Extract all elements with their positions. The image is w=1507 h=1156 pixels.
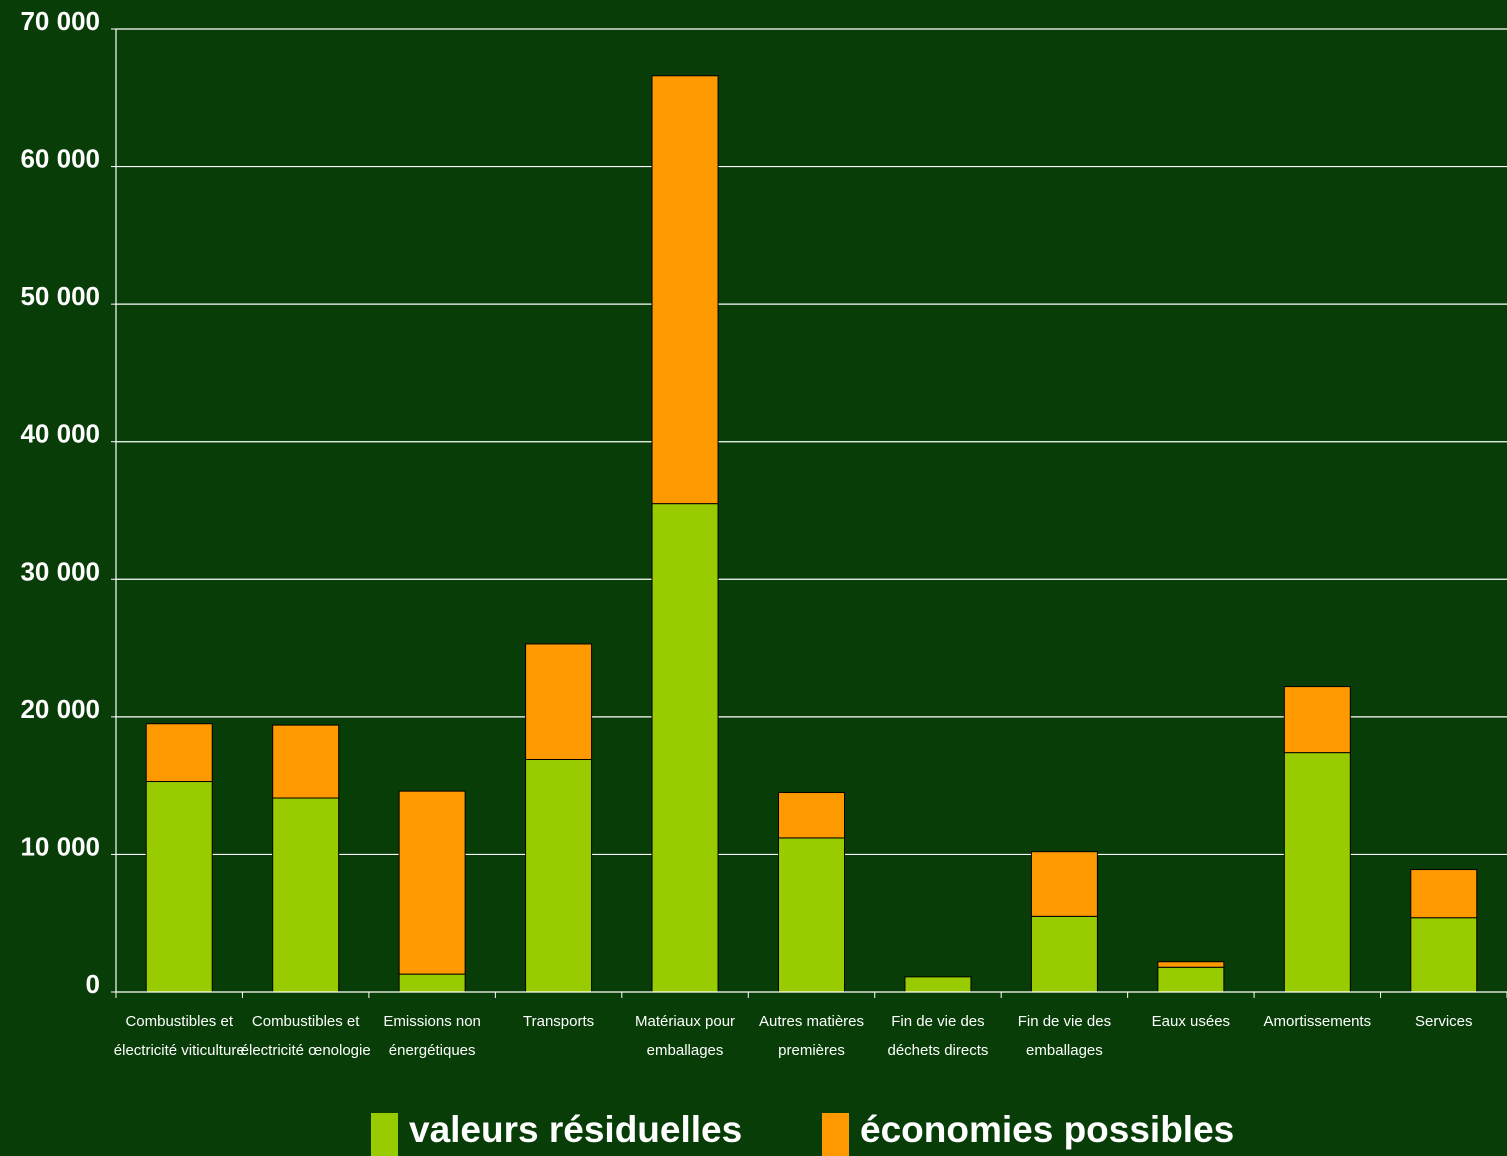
bar-segment-savings — [778, 792, 845, 839]
y-tick-label: 10 000 — [20, 831, 100, 861]
bar-segment-savings — [145, 723, 213, 783]
bar-segment-savings — [398, 790, 466, 975]
x-tick-label: Autres matières — [759, 1013, 864, 1030]
gridlines — [116, 28, 1507, 856]
bar-segment-savings — [1410, 869, 1478, 919]
bar-segment-residual — [525, 759, 593, 993]
bar-segment-savings — [1030, 851, 1098, 917]
bar-segment-residual — [778, 837, 845, 993]
bar-segment-residual — [1157, 966, 1225, 993]
bar-segment-residual — [398, 973, 466, 993]
bar-segment-residual — [1410, 917, 1478, 993]
legend-swatch-savings — [822, 1113, 849, 1156]
legend-swatch-residual — [371, 1113, 398, 1156]
bars — [145, 75, 1478, 993]
bar-segment-residual — [145, 781, 213, 993]
x-axis: Combustibles et électricité viticulture Co… — [114, 991, 1507, 1059]
y-tick-label: 20 000 — [20, 694, 100, 724]
bar-segment-savings — [525, 643, 593, 761]
bar-segment-residual — [272, 797, 340, 993]
x-tick-label: Fin de vie des — [1018, 1013, 1111, 1030]
y-axis: 0 10 000 20 000 30 000 40 000 50 000 60 000 70 … — [20, 6, 117, 999]
x-tick-label: Eaux usées — [1152, 1013, 1230, 1030]
bar-segment-savings — [651, 75, 719, 505]
x-tick-label: Transports — [523, 1013, 594, 1030]
x-tick-label: Emissions non — [383, 1013, 481, 1030]
y-tick-label: 0 — [86, 969, 100, 999]
y-tick-label: 40 000 — [20, 419, 100, 449]
x-tick-label: déchets directs — [888, 1042, 989, 1059]
bar-segment-residual — [651, 503, 719, 993]
x-tick-label: emballages — [647, 1042, 724, 1059]
x-tick-label: électricité viticulture — [114, 1042, 245, 1059]
legend-label: valeurs résiduelles — [409, 1109, 742, 1150]
x-tick-label: électricité œnologie — [241, 1042, 371, 1059]
x-tick-label: Matériaux pour — [635, 1013, 735, 1030]
bar-segment-savings — [1157, 961, 1225, 968]
bar-segment-residual — [904, 976, 972, 993]
y-tick-label: 70 000 — [20, 6, 100, 36]
bar-segment-residual — [1030, 915, 1098, 993]
x-tick-label: emballages — [1026, 1042, 1103, 1059]
x-tick-label: Combustibles et — [252, 1013, 360, 1030]
x-tick-label: énergétiques — [389, 1042, 476, 1059]
legend-label: économies possibles — [860, 1109, 1234, 1150]
y-tick-label: 50 000 — [20, 281, 100, 311]
x-tick-label: Amortissements — [1264, 1013, 1372, 1030]
legend: valeurs résiduelles économies possibles — [371, 1109, 1234, 1156]
x-tick-label: Combustibles et — [125, 1013, 233, 1030]
x-tick-label: premières — [778, 1042, 845, 1059]
y-tick-label: 60 000 — [20, 144, 100, 174]
bar-segment-savings — [1283, 686, 1351, 754]
y-tick-label: 30 000 — [20, 556, 100, 586]
bar-segment-residual — [1283, 752, 1351, 993]
bar-segment-savings — [272, 724, 340, 799]
x-tick-label: Fin de vie des — [891, 1013, 984, 1030]
x-tick-label: Services — [1415, 1013, 1473, 1030]
